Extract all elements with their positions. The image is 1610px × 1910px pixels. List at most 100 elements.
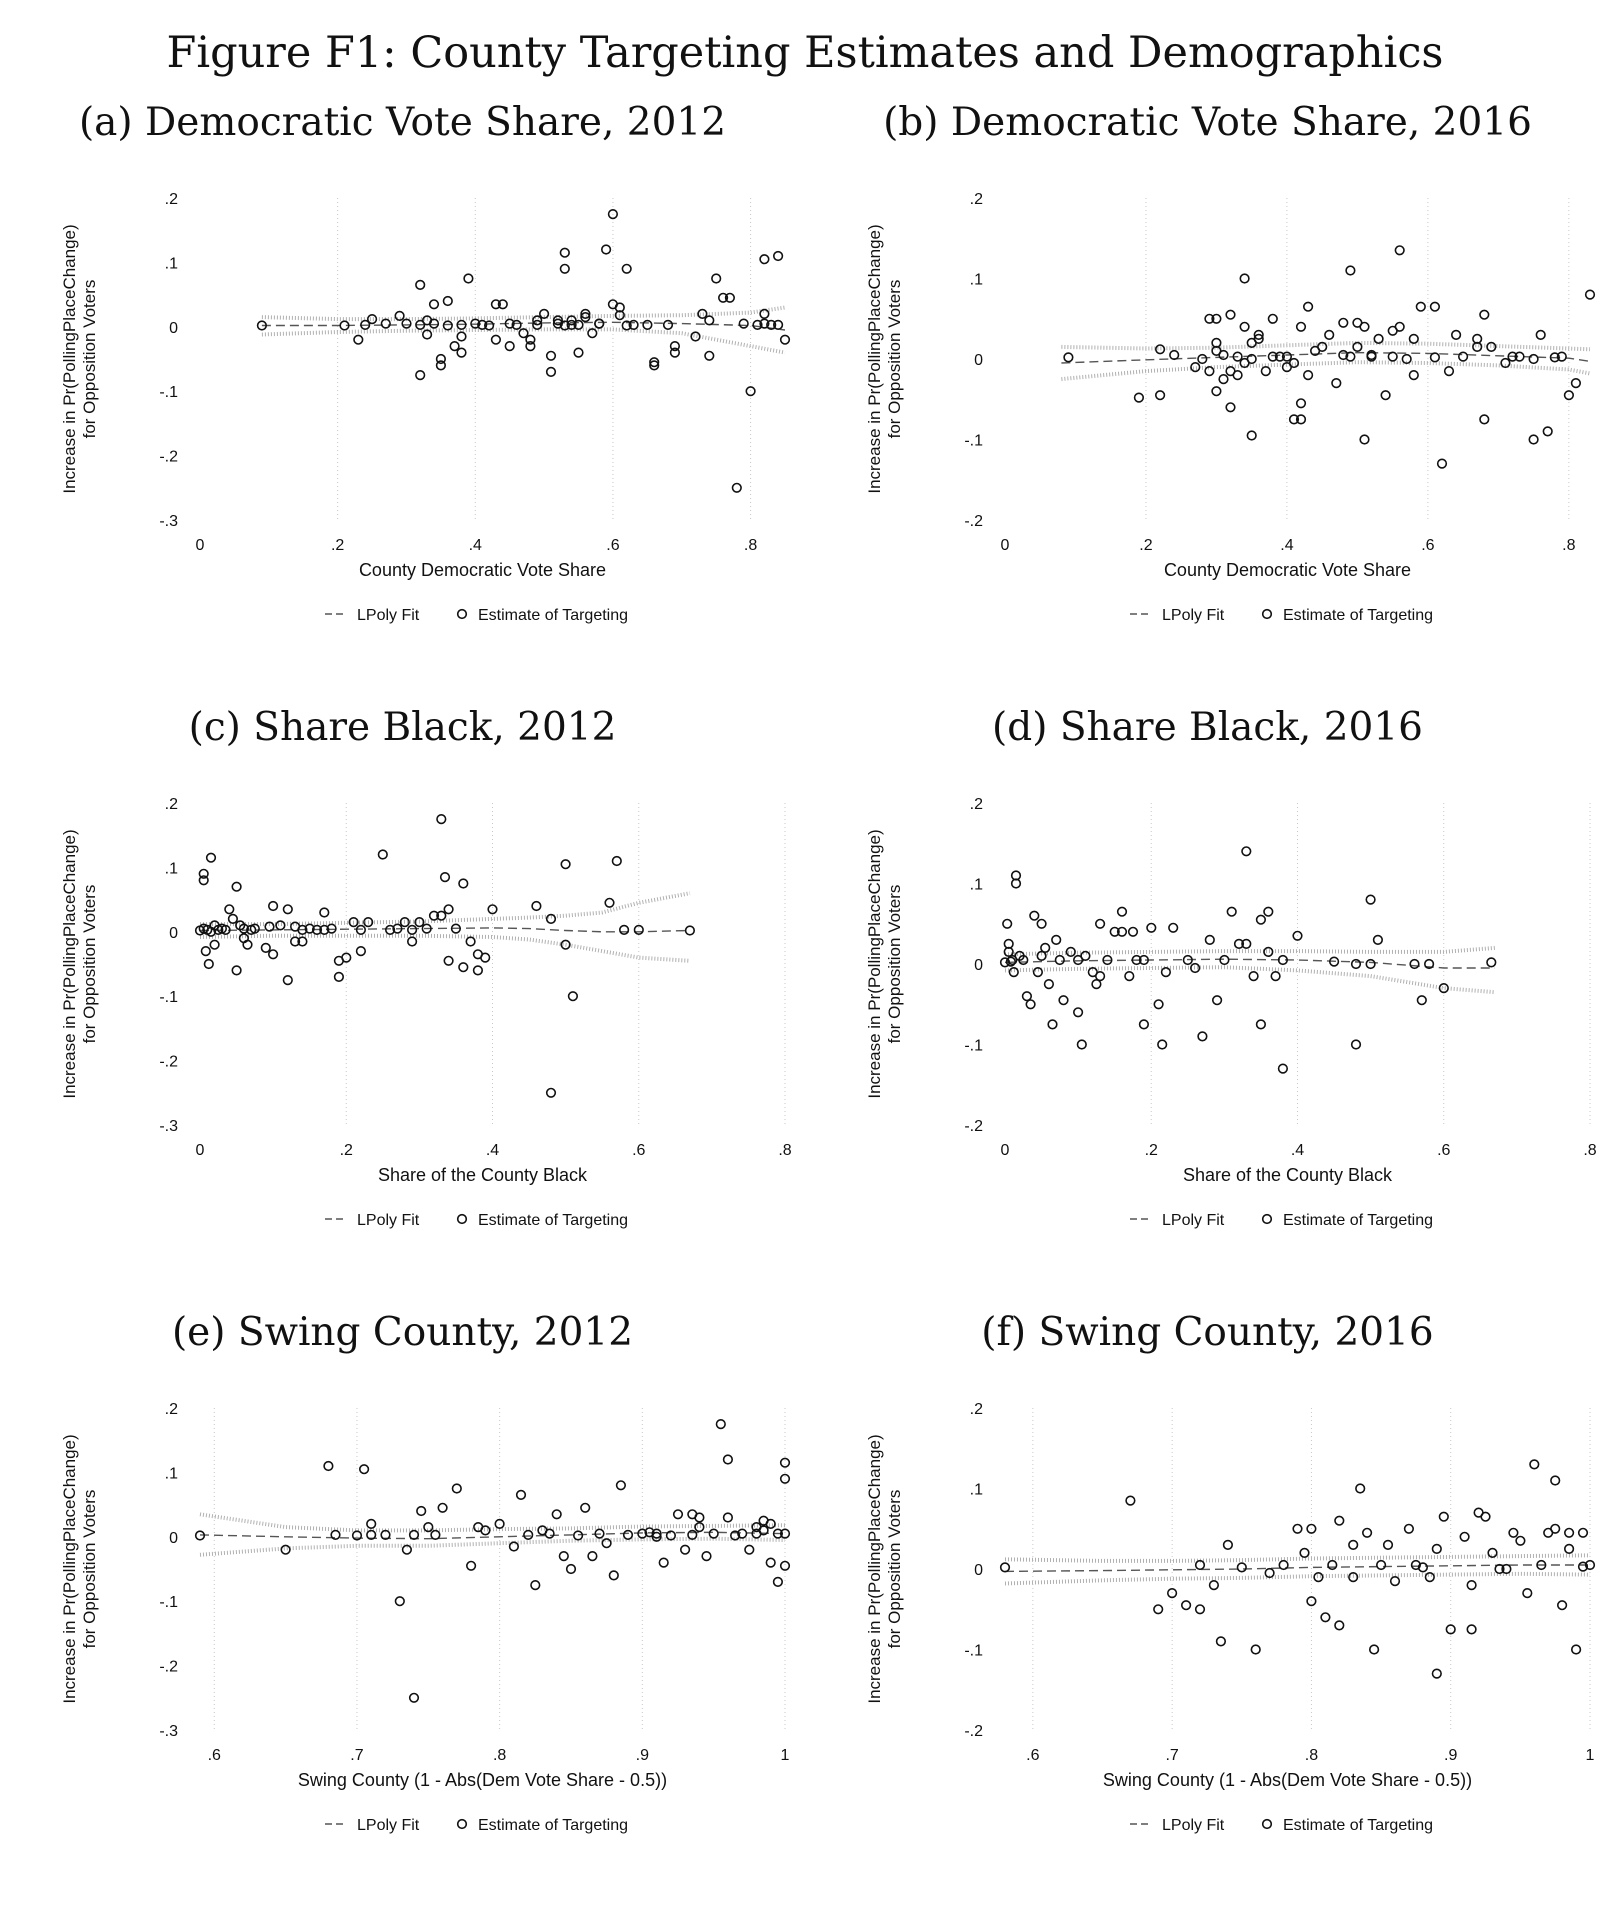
data-point [242,939,253,950]
data-point [1058,995,1069,1006]
ci-upper [261,305,786,322]
y-axis-label-line: Increase in Pr(PollingPlaceChange) [865,829,884,1098]
data-point [428,318,440,329]
data-point [451,1483,462,1494]
data-point [394,1596,405,1607]
data-point [1306,1596,1317,1607]
data-point [508,1541,520,1552]
x-tick-label: 1 [781,1747,790,1764]
data-point [1320,1612,1331,1623]
data-point [523,1529,534,1540]
data-point [1051,934,1062,945]
data-point [1577,1527,1589,1538]
y-tick-label: .2 [165,796,178,813]
data-point [297,936,308,947]
y-tick-label: .1 [165,860,178,877]
data-point [704,315,715,326]
data-point [456,331,467,342]
data-point [1466,1624,1477,1635]
x-axis-label: Share of the County Black [1183,1165,1393,1185]
legend-point-swatch [456,1213,468,1225]
data-point [1382,1539,1394,1550]
y-tick-label: .2 [970,191,983,208]
data-point [401,1544,413,1555]
data-point [715,1418,726,1430]
data-point [1212,995,1223,1006]
data-point [1281,351,1293,362]
ci-lower [261,327,786,355]
data-point [260,942,271,953]
data-point [437,1502,448,1513]
data-point [319,907,330,918]
data-point [1550,1475,1561,1486]
data-point [779,1560,791,1571]
y-tick-label: 0 [169,320,178,337]
y-tick-label: .1 [970,272,983,289]
data-point [443,955,454,966]
data-point [1443,366,1455,377]
data-point [662,319,674,330]
y-tick-label: -.2 [159,1054,178,1071]
data-point [772,319,784,330]
y-tick-label: -.1 [159,1594,178,1611]
data-point [1380,390,1391,401]
data-point [1146,922,1157,933]
data-point [1529,1459,1540,1470]
data-point [614,310,625,321]
x-tick-label: 1 [1586,1747,1595,1764]
data-point [1303,370,1314,381]
data-point [1239,321,1250,332]
data-point [1095,918,1106,929]
data-point [1241,938,1252,949]
data-point [394,310,405,321]
data-point [1486,957,1497,968]
data-point [472,965,484,976]
data-point [363,917,374,928]
data-point [1436,458,1448,469]
y-axis-label: Increase in Pr(PollingPlaceChange) for Op… [865,224,904,493]
data-point [601,1538,612,1549]
data-point [1246,353,1257,365]
data-point [1225,402,1236,413]
y-axis-label-line: Increase in Pr(PollingPlaceChange) [865,1434,884,1703]
data-point [745,386,756,397]
x-tick-label: .8 [1583,1142,1596,1159]
y-tick-label: .1 [165,1465,178,1482]
data-point [525,341,536,352]
data-point [594,318,605,329]
y-tick-label: .2 [165,191,178,208]
data-point [1563,1527,1575,1538]
chart-panel: (b) Democratic Vote Share, 2016 .2 .1 0 -.1 -… [805,100,1610,700]
data-point [1445,1624,1456,1635]
data-point [580,312,591,323]
scatter-plot: .2 .1 0 -.1 -.2 0 .2 .4 .6 .8 Increase in Pr(Polli… [865,191,1596,624]
data-point [341,952,352,963]
data-point [1267,313,1278,324]
data-point [518,328,529,339]
data-point [669,341,681,352]
y-tick-label: -.2 [964,1118,983,1135]
panel-title: (c) Share Black, 2012 [188,705,617,750]
legend-fit-label: LPoly Fit [1162,1212,1225,1229]
data-point [1219,954,1230,966]
data-point [348,917,359,928]
data-point [450,923,462,934]
data-point [1334,1515,1345,1526]
data-point [1508,1527,1519,1538]
figure-title: Figure F1: County Targeting Estimates an… [166,28,1444,78]
x-tick-label: 0 [1001,1142,1010,1159]
data-point [717,292,729,303]
data-point [1361,1527,1373,1538]
legend-fit-label: LPoly Fit [1162,1817,1225,1834]
data-point [1331,378,1342,389]
data-point [765,1557,776,1568]
data-point [430,1529,441,1540]
data-point [407,924,418,935]
data-point [694,1522,705,1533]
data-point [1246,430,1257,441]
data-point [497,299,508,310]
data-point [1352,341,1363,352]
data-point [759,318,770,329]
data-point [1157,1039,1168,1050]
data-point [545,1087,557,1098]
